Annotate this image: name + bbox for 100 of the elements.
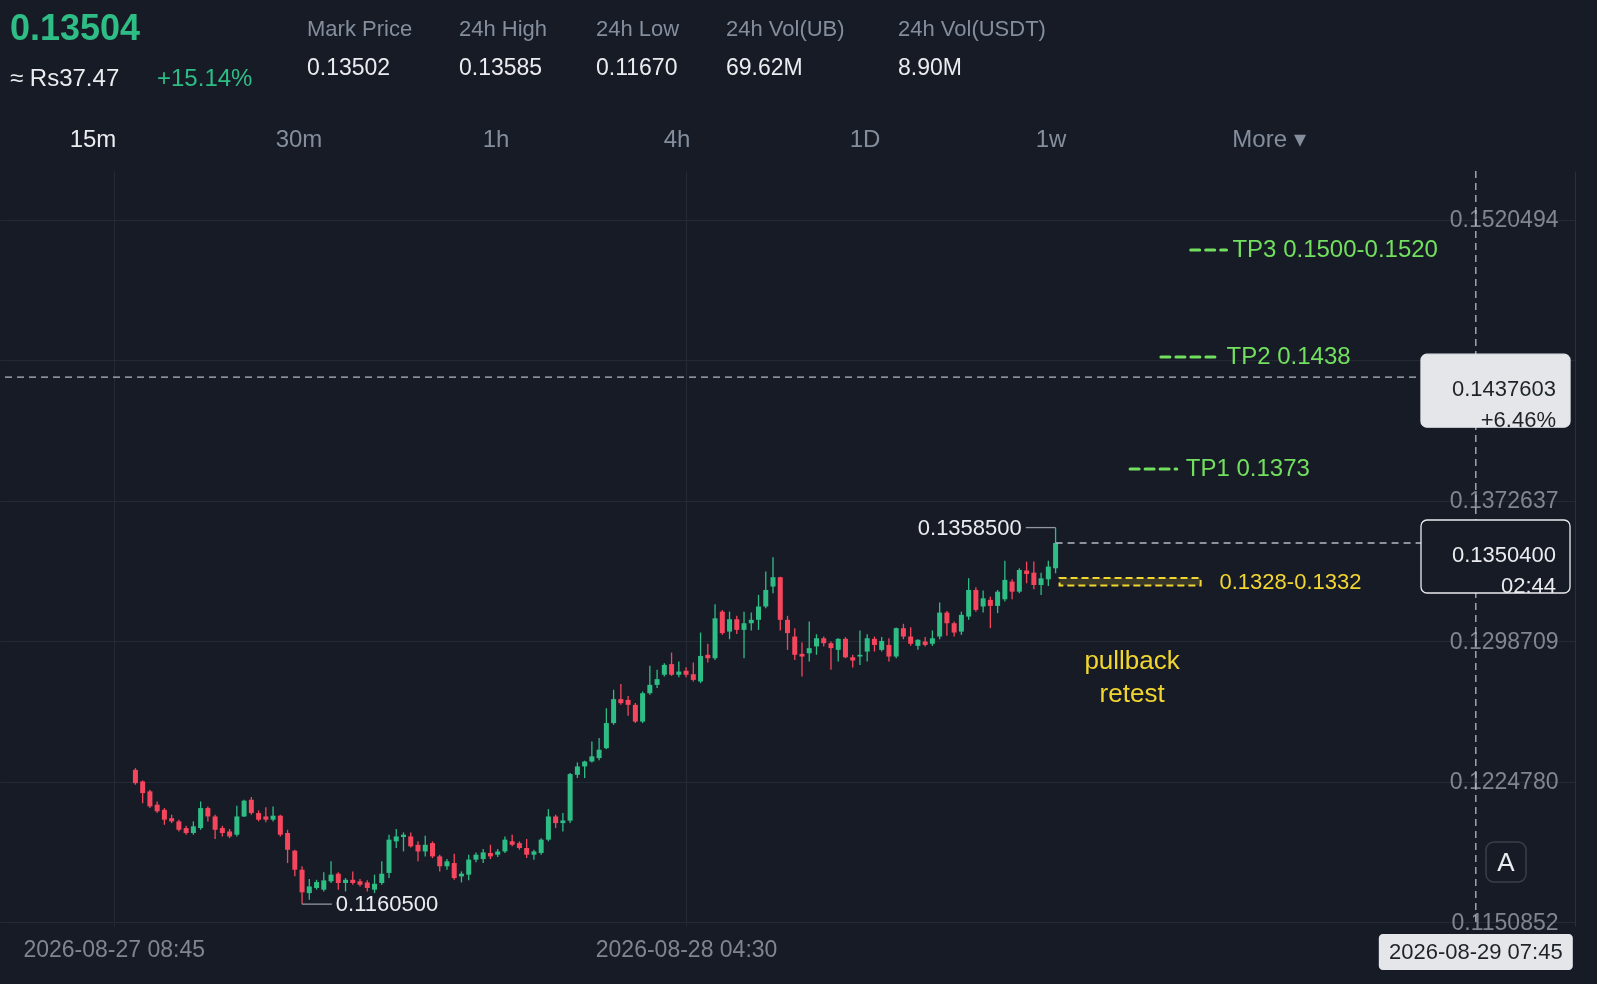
- x-tick-label: 2026-08-28 04:30: [595, 935, 778, 962]
- candlestick: [690, 661, 696, 683]
- text: 24h High: [459, 16, 548, 41]
- candlestick: [401, 831, 406, 853]
- annotation: 0.1160500: [335, 891, 439, 917]
- x-tick-label: 2026-08-27 08:45: [23, 935, 205, 962]
- candlestick: [763, 570, 769, 609]
- text: 24h Vol(USDT): [898, 16, 1046, 41]
- annotation: pullback retest: [1084, 645, 1181, 708]
- candlestick: [292, 849, 298, 878]
- candlestick: [756, 594, 762, 631]
- text: 8.90M: [898, 54, 962, 80]
- candlestick: [1038, 572, 1044, 596]
- annotation: TP2 0.1438: [1226, 342, 1351, 369]
- candlestick: [806, 620, 812, 663]
- y-tick-label: 0.1150852: [1451, 908, 1559, 935]
- candlestick: [596, 737, 602, 762]
- chart-title: 0.13504: [10, 7, 141, 48]
- candlestick: [944, 610, 950, 637]
- candlestick: [770, 556, 776, 594]
- candlestick: [618, 683, 624, 706]
- candlestick: [632, 702, 638, 724]
- candlestick: [958, 610, 964, 636]
- candlestick: [973, 586, 979, 613]
- candlestick: [864, 633, 870, 663]
- text: 24h Vol(UB): [726, 16, 845, 41]
- candlestick: [828, 640, 834, 671]
- candlestick: [306, 878, 312, 901]
- candlestick: [727, 610, 733, 640]
- text: 1D: [849, 125, 881, 152]
- band-label: 0.1328-0.1332: [1219, 568, 1362, 594]
- text: 24h Low: [596, 16, 680, 41]
- candlestick: [285, 829, 291, 864]
- candlestick: [234, 805, 240, 838]
- ref-line-label: 2026-08-29 07:45: [1388, 939, 1563, 964]
- candlestick: [799, 641, 805, 678]
- ref-line-label: 0.1350400 02:44: [1452, 541, 1556, 598]
- candlestick: [321, 871, 327, 893]
- text: 15m: [69, 125, 117, 152]
- text: 1w: [1035, 125, 1067, 152]
- y-tick-label: 0.1520494: [1449, 206, 1559, 233]
- candlestick: [987, 595, 993, 629]
- candlestick: [524, 838, 530, 859]
- candlestick: [393, 828, 399, 849]
- text: More ▾: [1232, 125, 1306, 152]
- candlestick: [1031, 560, 1037, 590]
- candlestick: [785, 615, 790, 651]
- candlestick: [545, 808, 551, 843]
- candlestick: [980, 589, 986, 614]
- ref-line-label: 0.1437603 +6.46%: [1452, 376, 1556, 433]
- text: 1h: [482, 125, 510, 152]
- candlestick: [451, 853, 457, 881]
- text: 69.62M: [726, 54, 803, 80]
- candlestick: [813, 633, 819, 656]
- candlestick: [270, 805, 276, 823]
- text: 0.13585: [459, 54, 543, 80]
- candlestick: [299, 865, 305, 905]
- candlestick: [835, 637, 841, 663]
- candlestick: [683, 666, 689, 678]
- candlestick: [995, 589, 1001, 614]
- candlestick: [654, 669, 660, 689]
- candlestick: [198, 800, 204, 831]
- y-tick-label: 0.1372637: [1449, 487, 1559, 514]
- candlestick: [147, 789, 153, 809]
- candlestick: [1016, 567, 1022, 594]
- text: 0.11670: [596, 54, 678, 80]
- candlestick: [937, 601, 943, 640]
- annotation: 0.1358500: [917, 514, 1022, 540]
- annotation: A: [1497, 847, 1516, 877]
- candlestick: [212, 814, 218, 840]
- candlestick: [328, 860, 334, 884]
- candlestick: [792, 627, 798, 661]
- candlestick: [886, 637, 892, 663]
- candlestick: [531, 849, 537, 861]
- candlestick: [1045, 560, 1051, 587]
- candlestick: [1009, 578, 1015, 600]
- candlestick: [560, 812, 566, 833]
- candlestick: [908, 626, 914, 647]
- candlestick: [669, 651, 675, 677]
- text: 30m: [275, 125, 323, 152]
- candlestick: [741, 610, 747, 659]
- text: 4h: [663, 125, 691, 152]
- candlestick: [422, 835, 428, 858]
- text: ≈ Rs37.47: [10, 64, 120, 91]
- candlestick: [842, 636, 848, 659]
- candlestick: [589, 740, 595, 764]
- annotation: TP1 0.1373: [1185, 454, 1310, 481]
- candlestick: [379, 860, 385, 886]
- y-tick-label: 0.1224780: [1449, 768, 1559, 795]
- candlestick: [719, 609, 725, 636]
- candlestick: [611, 689, 617, 726]
- text: 0.13502: [307, 54, 391, 80]
- candlestick: [625, 695, 631, 717]
- candlestick: [647, 665, 653, 696]
- candlestick: [277, 814, 283, 838]
- annotation: TP3 0.1500-0.1520: [1232, 235, 1438, 262]
- y-tick-label: 0.1298709: [1449, 627, 1559, 654]
- candlestick: [466, 854, 472, 882]
- text: Mark Price: [307, 16, 413, 41]
- text: +15.14%: [157, 64, 253, 91]
